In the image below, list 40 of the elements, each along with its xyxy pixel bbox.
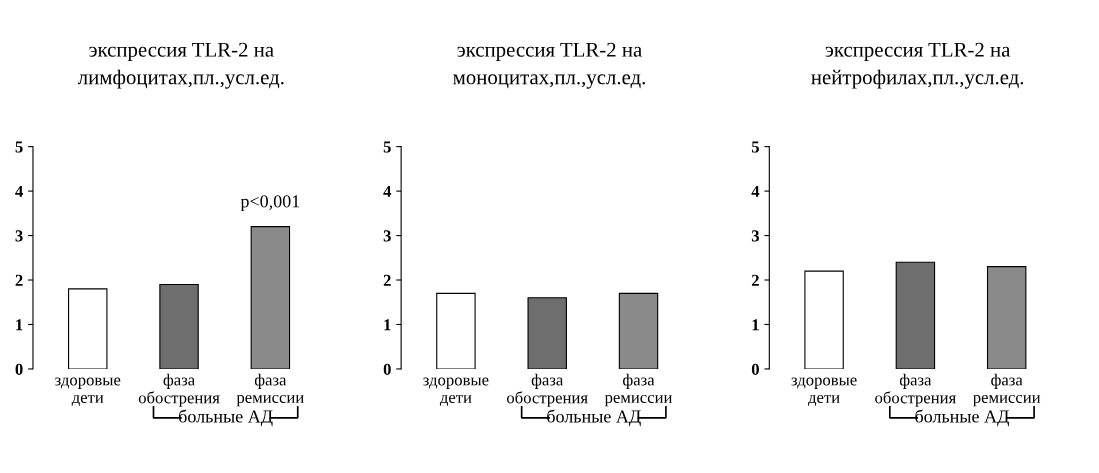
y-tick-label: 1 bbox=[384, 319, 391, 331]
x-tick-label: фаза обострения bbox=[875, 373, 956, 407]
chart-title: экспрессия TLR-2 на нейтрофилах,пл.,усл.ед. bbox=[811, 42, 1024, 89]
x-tick-label: фаза ремиссии bbox=[973, 373, 1041, 407]
x-tick-label: здоровые дети bbox=[55, 377, 121, 407]
y-tick-label: 0 bbox=[15, 363, 23, 375]
y-tick-label: 2 bbox=[751, 274, 759, 286]
text: больные АД bbox=[547, 409, 641, 427]
y-tick-label: 4 bbox=[751, 185, 760, 197]
y-tick-label: 3 bbox=[751, 230, 760, 242]
y-tick-label: 3 bbox=[15, 230, 23, 242]
x-tick-label: фаза обострения bbox=[507, 373, 588, 407]
text: больные АД bbox=[915, 409, 1009, 427]
y-tick-label: 4 bbox=[383, 185, 392, 197]
x-tick-label: здоровые дети bbox=[423, 377, 489, 407]
bar bbox=[68, 288, 108, 369]
chart-title: экспрессия TLR-2 на лимфоцитах,пл.,усл.ед. bbox=[77, 42, 284, 89]
y-tick-label: 2 bbox=[15, 274, 23, 286]
bar bbox=[895, 261, 936, 369]
bar bbox=[804, 270, 844, 369]
y-tick-label: 0 bbox=[383, 363, 391, 375]
y-tick-label: 3 bbox=[383, 230, 391, 242]
x-tick-label: здоровые дети bbox=[791, 377, 857, 407]
y-tick-label: 2 bbox=[383, 274, 391, 286]
y-tick-label: 1 bbox=[752, 319, 759, 331]
y-tick-label: 5 bbox=[15, 141, 23, 153]
y-tick-label: 5 bbox=[751, 141, 759, 153]
bar bbox=[250, 226, 291, 369]
y-tick-label: 5 bbox=[383, 141, 391, 153]
y-tick-label: 1 bbox=[16, 319, 23, 331]
x-tick-label: фаза ремиссии bbox=[604, 373, 673, 407]
x-tick-label: фаза обострения bbox=[138, 373, 220, 407]
annotation: p<0,001 bbox=[240, 195, 300, 212]
bar bbox=[986, 266, 1027, 369]
x-tick-label: фаза ремиссии bbox=[236, 373, 304, 407]
y-tick-label: 4 bbox=[15, 185, 23, 197]
y-tick-label: 0 bbox=[751, 363, 759, 375]
bar bbox=[159, 283, 199, 369]
text: больные АД bbox=[179, 409, 273, 427]
chart-title: экспрессия TLR-2 на моноцитах,пл.,усл.ед. bbox=[453, 42, 645, 89]
